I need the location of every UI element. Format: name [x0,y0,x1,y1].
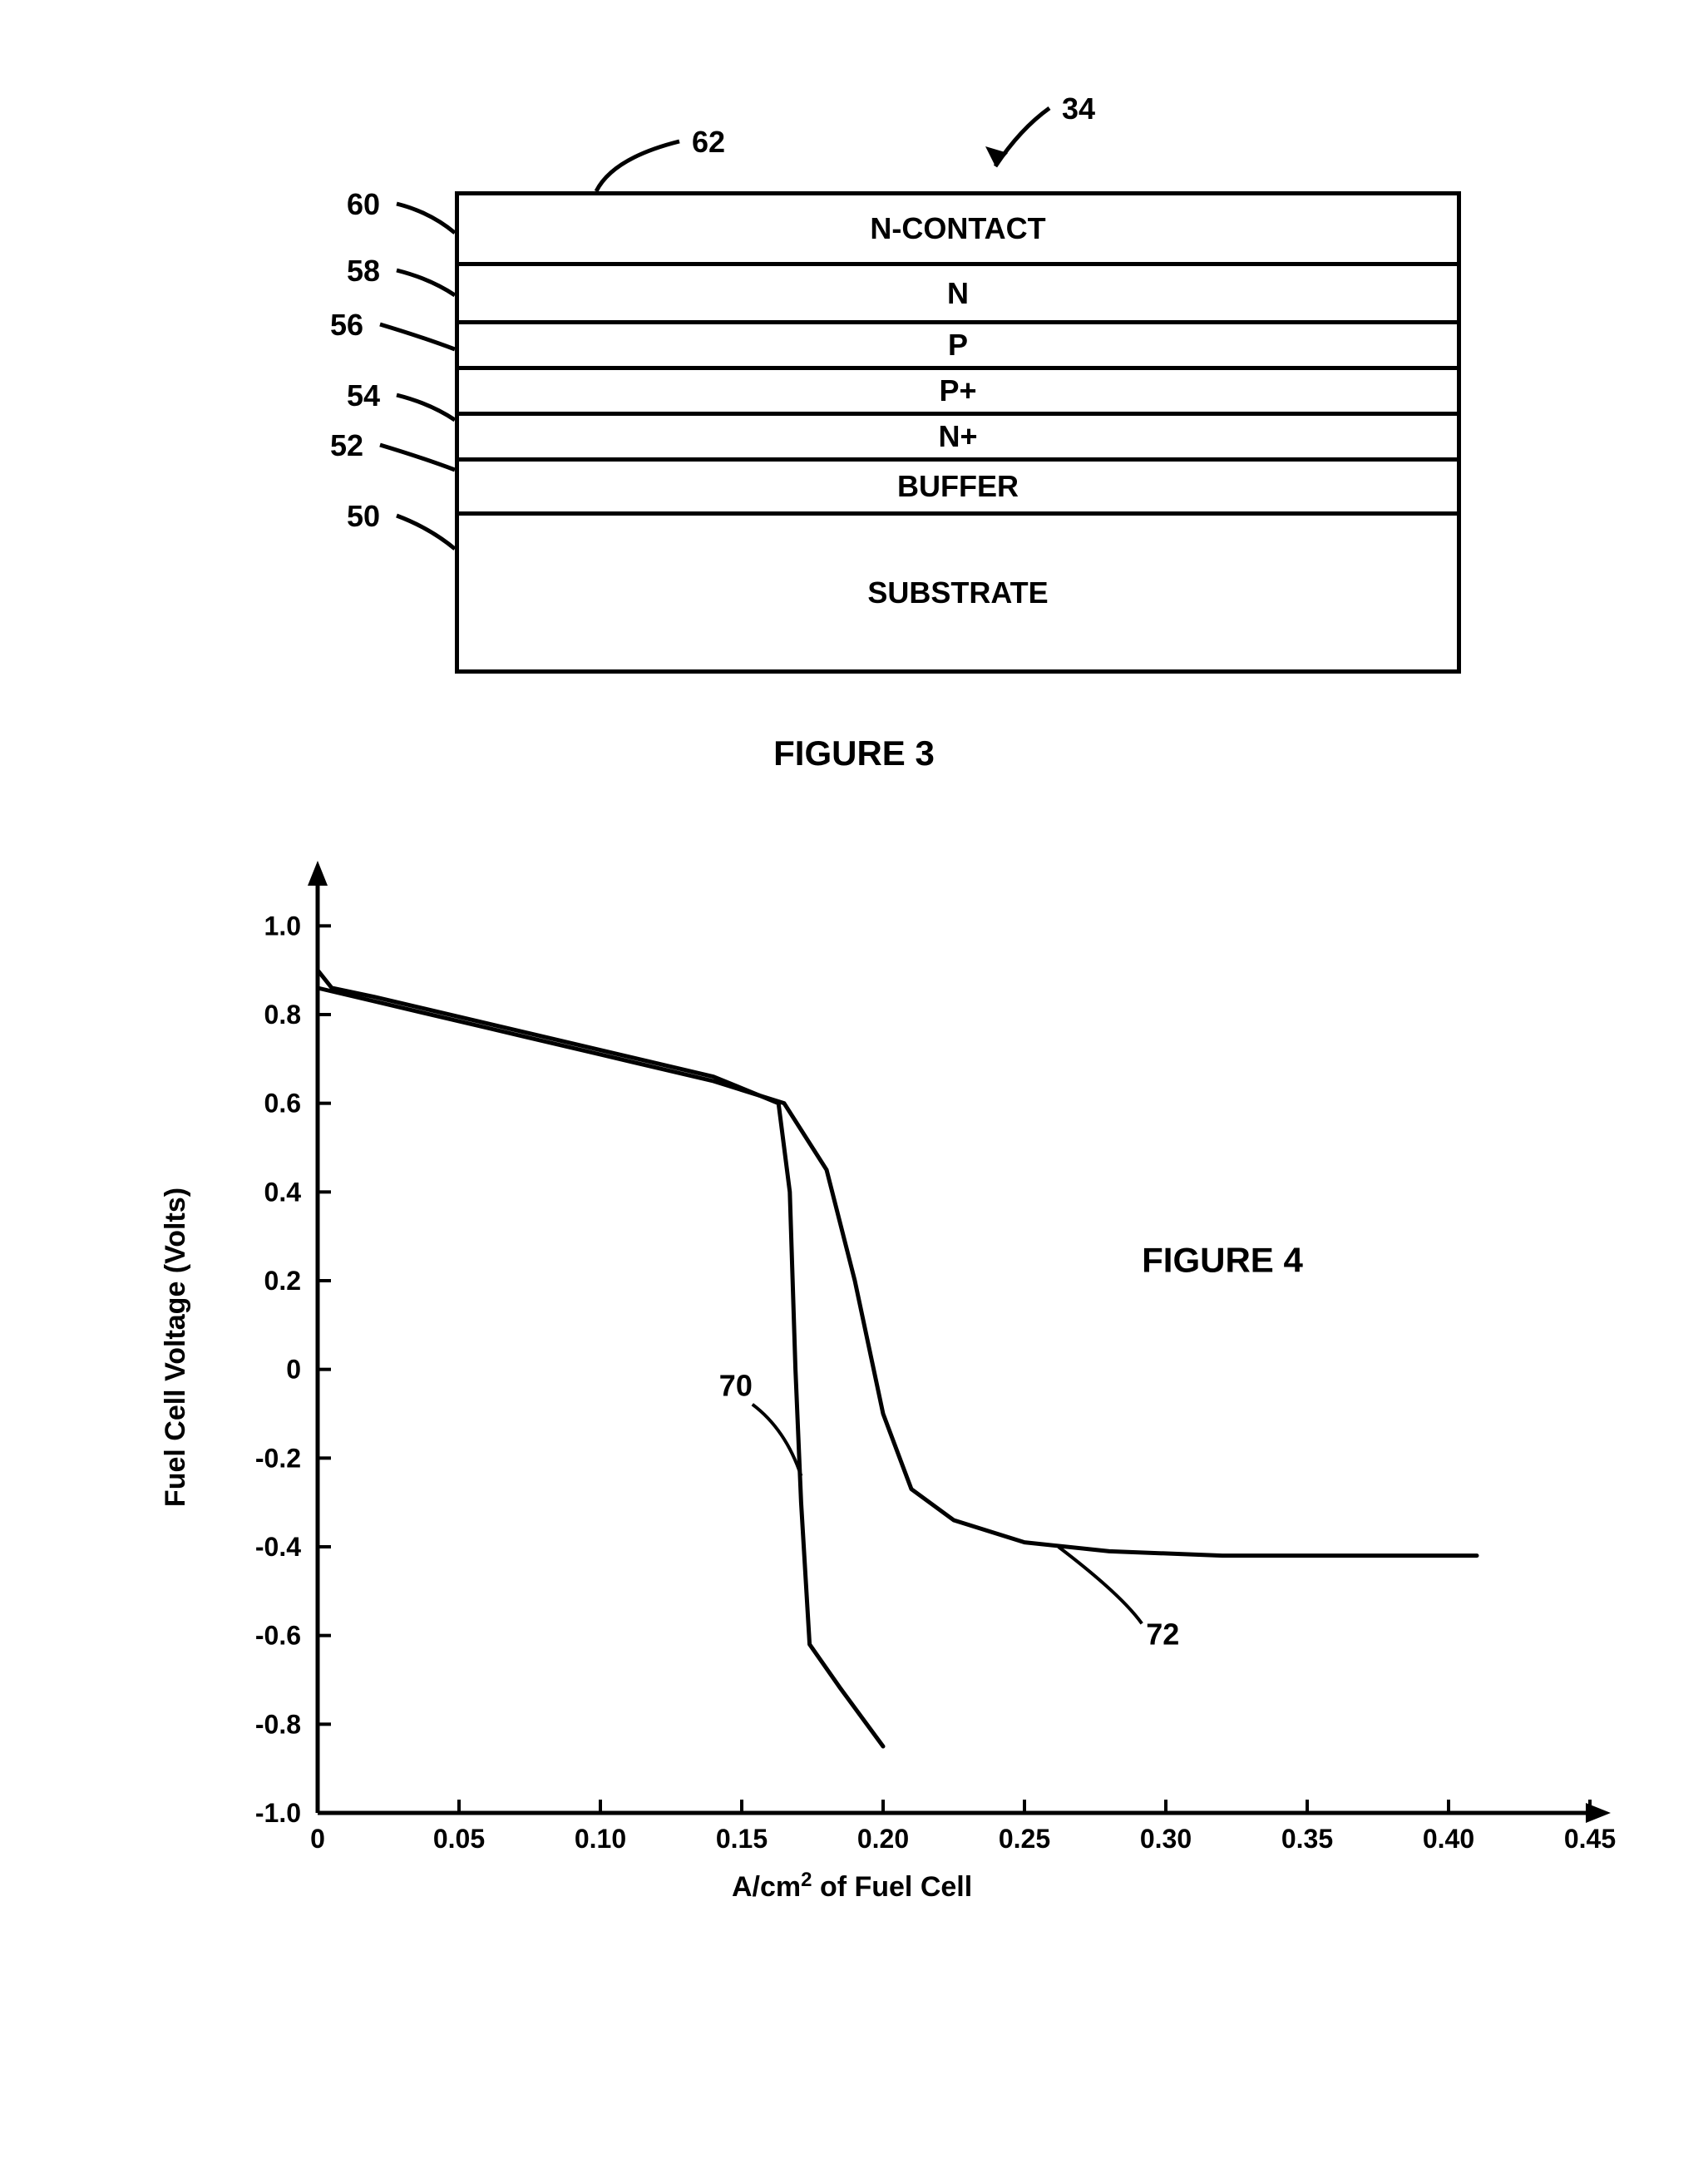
svg-text:0.25: 0.25 [999,1824,1050,1854]
label-62: 62 [692,125,725,160]
svg-text:0.8: 0.8 [264,1000,301,1030]
svg-text:0.6: 0.6 [264,1089,301,1119]
figure4-svg: -1.0 -0.8 -0.6 -0.4 -0.2 0 0.2 0.4 0.6 0.8 1.0 0 0.0… [85,857,1623,1963]
svg-text:FIGURE 4: FIGURE 4 [1142,1240,1303,1279]
svg-text:0.4: 0.4 [264,1177,302,1207]
figure3-caption: FIGURE 3 [147,733,1561,773]
svg-text:0.35: 0.35 [1281,1824,1333,1854]
svg-text:1.0: 1.0 [264,911,301,941]
svg-text:-0.2: -0.2 [255,1443,301,1473]
svg-text:0.05: 0.05 [433,1824,485,1854]
svg-text:-0.4: -0.4 [255,1532,301,1562]
svg-text:0.15: 0.15 [716,1824,768,1854]
svg-text:0.2: 0.2 [264,1266,301,1296]
svg-text:-1.0: -1.0 [255,1798,301,1828]
layer-pplus: P+ [459,370,1457,416]
figure-4-container: -1.0 -0.8 -0.6 -0.4 -0.2 0 0.2 0.4 0.6 0.8 1.0 0 0.0… [85,857,1623,1963]
label-34: 34 [1062,91,1095,126]
layer-stack: N-CONTACT N P P+ N+ BUFFER SUBSTRATE [455,191,1461,674]
svg-text:0.45: 0.45 [1564,1824,1616,1854]
label-60: 60 [347,187,380,222]
svg-text:-0.8: -0.8 [255,1709,301,1739]
svg-text:0.30: 0.30 [1140,1824,1192,1854]
label-54: 54 [347,378,380,413]
layer-ncontact: N-CONTACT [459,195,1457,266]
svg-text:A/cm2 of Fuel Cell: A/cm2 of Fuel Cell [732,1869,972,1903]
svg-text:0: 0 [310,1824,325,1854]
layer-buffer: BUFFER [459,462,1457,516]
layer-nplus: N+ [459,416,1457,462]
label-56: 56 [330,308,363,343]
layer-p: P [459,324,1457,370]
svg-text:Fuel Cell Voltage (Volts): Fuel Cell Voltage (Volts) [160,1188,191,1507]
svg-text:0.10: 0.10 [575,1824,626,1854]
svg-text:0: 0 [286,1355,301,1385]
layer-n: N [459,266,1457,324]
svg-text:72: 72 [1146,1617,1179,1651]
label-58: 58 [347,254,380,289]
label-52: 52 [330,428,363,463]
svg-text:70: 70 [719,1369,753,1403]
figure-3-container: 34 62 60 58 56 54 52 50 N-CONTACT N P P+… [147,67,1561,773]
svg-text:0.20: 0.20 [857,1824,909,1854]
layer-substrate: SUBSTRATE [459,516,1457,669]
svg-text:-0.6: -0.6 [255,1621,301,1651]
svg-text:0.40: 0.40 [1423,1824,1474,1854]
label-50: 50 [347,499,380,534]
